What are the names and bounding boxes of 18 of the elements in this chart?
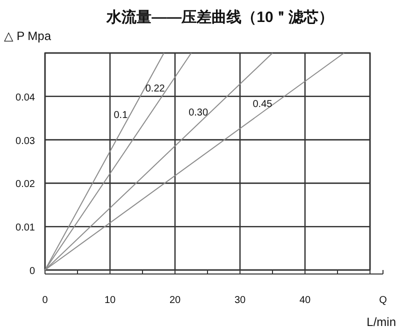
x-axis-title: Q	[379, 295, 388, 306]
chart-title: 水流量——压差曲线（10＂滤芯）	[106, 8, 334, 26]
series-label: 0.1	[114, 110, 128, 121]
x-tick-label: 30	[234, 295, 246, 306]
y-tick-label: 0.01	[16, 222, 36, 234]
series-label: 0.45	[252, 98, 273, 110]
series-label: 0.30	[188, 108, 209, 119]
x-tick-label: 40	[299, 295, 311, 306]
y-axis-title: △ P Mpa	[4, 29, 52, 43]
text: L/min	[366, 315, 396, 329]
x-tick-label: 0	[42, 295, 48, 306]
y-tick-label: 0.04	[16, 92, 36, 104]
x-tick-label: 10	[104, 295, 116, 306]
x-tick-label: 20	[169, 295, 181, 306]
y-tick-label: 0.03	[16, 136, 36, 147]
series-label: 0.22	[145, 84, 166, 95]
y-tick-label: 0	[29, 266, 36, 277]
y-tick-label: 0.02	[16, 179, 36, 190]
